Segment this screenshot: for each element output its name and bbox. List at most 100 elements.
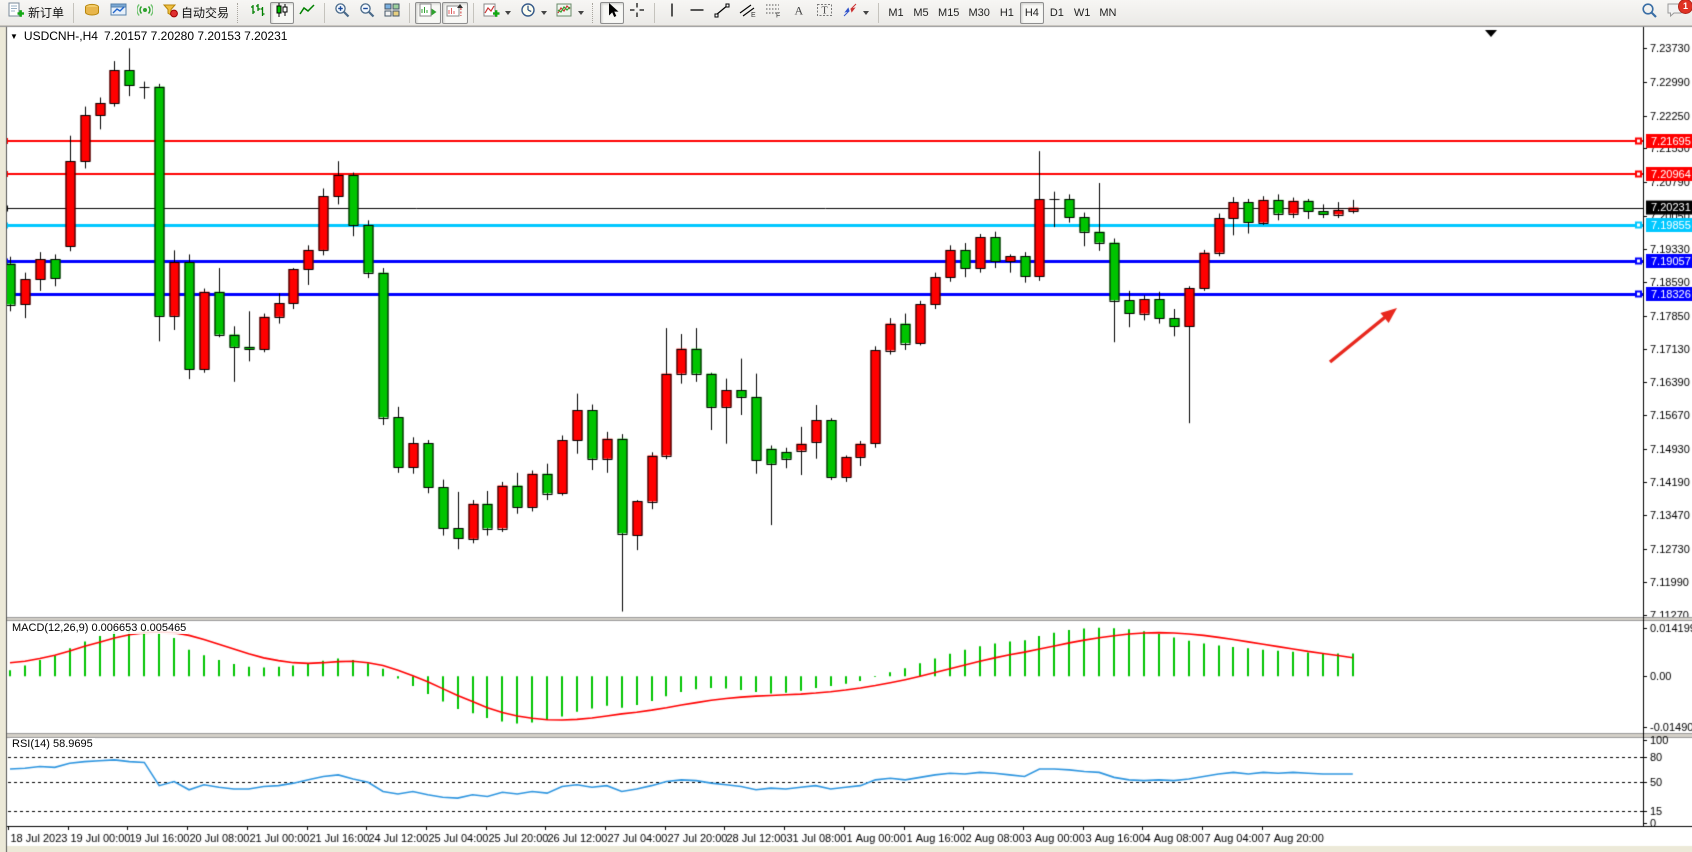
svg-text:F: F <box>776 13 780 19</box>
templates-caret <box>578 10 585 15</box>
timeframe-m5-label: M5 <box>913 6 929 19</box>
bar-chart-button[interactable] <box>245 2 269 24</box>
vertical-line-button[interactable] <box>660 2 684 24</box>
arrows-button[interactable] <box>838 2 873 24</box>
toolbar-grip <box>592 2 596 23</box>
timeframe-m1-button[interactable]: M1 <box>884 2 908 24</box>
notifications-button[interactable]: 1 <box>1662 0 1692 24</box>
zoom-in-icon <box>334 2 350 23</box>
new-order-button[interactable]: 新订单 <box>4 2 68 24</box>
timeframe-mn-label: MN <box>1099 6 1117 19</box>
new-order-icon <box>8 2 25 23</box>
line-chart-icon <box>299 2 315 23</box>
timeframe-h1-button[interactable]: H1 <box>995 2 1019 24</box>
candlestick-chart-button[interactable] <box>270 1 295 24</box>
crosshair-button[interactable] <box>625 2 649 24</box>
signal-icon <box>136 2 154 23</box>
search-button[interactable] <box>1637 2 1662 24</box>
signal-button[interactable] <box>133 2 157 24</box>
data-window-icon <box>110 2 128 23</box>
tile-windows-icon <box>384 2 400 23</box>
periods-caret <box>541 10 548 15</box>
horizontal-line-icon <box>689 2 705 23</box>
ohlc-values: 7.20157 7.20280 7.20153 7.20231 <box>103 29 288 43</box>
separator <box>409 2 411 23</box>
cursor-button[interactable] <box>600 1 625 24</box>
horizontal-line-button[interactable] <box>685 2 709 24</box>
zoom-in-button[interactable] <box>330 2 354 24</box>
arrows-caret <box>863 10 870 15</box>
symbol-period-label: USDCNH-,H4 <box>23 29 98 43</box>
main-toolbar: 新订单 自动交易 E F A T M1 M5 M15 M30 H1 H4 D1 … <box>0 0 1692 26</box>
timeframe-m5-button[interactable]: M5 <box>909 2 933 24</box>
autotrading-label: 自动交易 <box>181 6 230 20</box>
fibonacci-button[interactable]: F <box>761 2 786 24</box>
chart-shift-icon <box>446 2 464 23</box>
symbol-title[interactable]: ▼ USDCNH-,H4 7.20157 7.20280 7.20153 7.2… <box>10 29 287 43</box>
search-icon <box>1641 2 1658 24</box>
timeframe-h4-button[interactable]: H4 <box>1019 1 1044 24</box>
templates-button[interactable] <box>552 2 588 24</box>
timeframe-w1-button[interactable]: W1 <box>1070 2 1095 24</box>
tile-windows-button[interactable] <box>380 2 404 24</box>
timeframe-m15-button[interactable]: M15 <box>934 2 963 24</box>
rsi-name: RSI(14) 58.9695 <box>12 738 93 750</box>
crosshair-icon <box>629 2 645 23</box>
rsi-indicator-label: RSI(14) 58.9695 <box>10 738 95 750</box>
timeframe-m15-label: M15 <box>938 6 960 19</box>
separator <box>654 2 656 23</box>
text-icon: A <box>792 2 806 23</box>
bar-chart-icon <box>249 2 265 23</box>
line-chart-button[interactable] <box>295 2 319 24</box>
timeframe-m30-button[interactable]: M30 <box>964 2 993 24</box>
chart-canvas[interactable] <box>0 26 1692 852</box>
svg-text:T: T <box>822 6 828 17</box>
equidistant-channel-button[interactable]: E <box>735 2 760 24</box>
trendline-button[interactable] <box>710 2 734 24</box>
toolbar-grip <box>237 2 241 23</box>
chart-window: ▼ USDCNH-,H4 7.20157 7.20280 7.20153 7.2… <box>0 26 1692 852</box>
periods-button[interactable] <box>516 2 551 24</box>
autotrading-icon <box>162 2 178 23</box>
indicators-caret <box>505 10 512 15</box>
data-window-button[interactable] <box>106 2 132 24</box>
indicators-icon <box>483 2 500 23</box>
timeframe-d1-label: D1 <box>1049 6 1064 19</box>
timeframe-w1-label: W1 <box>1073 6 1091 19</box>
indicators-button[interactable] <box>479 2 515 24</box>
market-watch-button[interactable] <box>79 2 105 24</box>
new-order-label: 新订单 <box>28 6 65 20</box>
zoom-out-button[interactable] <box>355 2 379 24</box>
trendline-icon <box>714 2 730 23</box>
svg-text:E: E <box>751 12 756 18</box>
timeframe-d1-button[interactable]: D1 <box>1045 2 1069 24</box>
market-watch-icon <box>83 2 101 23</box>
clock-icon <box>520 2 536 23</box>
zoom-out-icon <box>359 2 375 23</box>
timeframe-m1-label: M1 <box>888 6 904 19</box>
notification-badge: 1 <box>1678 0 1692 14</box>
svg-text:A: A <box>795 4 804 18</box>
macd-values: 0.006653 0.005465 <box>91 622 187 634</box>
macd-indicator-label: MACD(12,26,9) 0.006653 0.005465 <box>10 622 189 634</box>
vertical-line-icon <box>665 2 679 23</box>
fibonacci-icon: F <box>765 2 782 23</box>
separator <box>473 2 475 23</box>
timeframe-h4-label: H4 <box>1024 6 1039 19</box>
text-label-icon: T <box>816 2 833 23</box>
separator <box>73 2 75 23</box>
chart-menu-triangle-icon[interactable]: ▼ <box>10 31 18 41</box>
auto-scroll-button[interactable] <box>415 1 442 24</box>
chart-shift-button[interactable] <box>442 1 469 24</box>
candlestick-chart-icon <box>274 2 290 23</box>
text-label-button[interactable]: T <box>812 2 837 24</box>
templates-icon <box>556 2 573 23</box>
autotrading-button[interactable]: 自动交易 <box>158 2 233 24</box>
cursor-icon <box>604 2 620 23</box>
timeframe-mn-button[interactable]: MN <box>1095 2 1120 24</box>
equidistant-channel-icon: E <box>739 2 756 23</box>
timeframe-h1-label: H1 <box>999 6 1014 19</box>
separator <box>324 2 326 23</box>
text-button[interactable]: A <box>787 2 811 24</box>
arrows-icon <box>842 2 858 23</box>
